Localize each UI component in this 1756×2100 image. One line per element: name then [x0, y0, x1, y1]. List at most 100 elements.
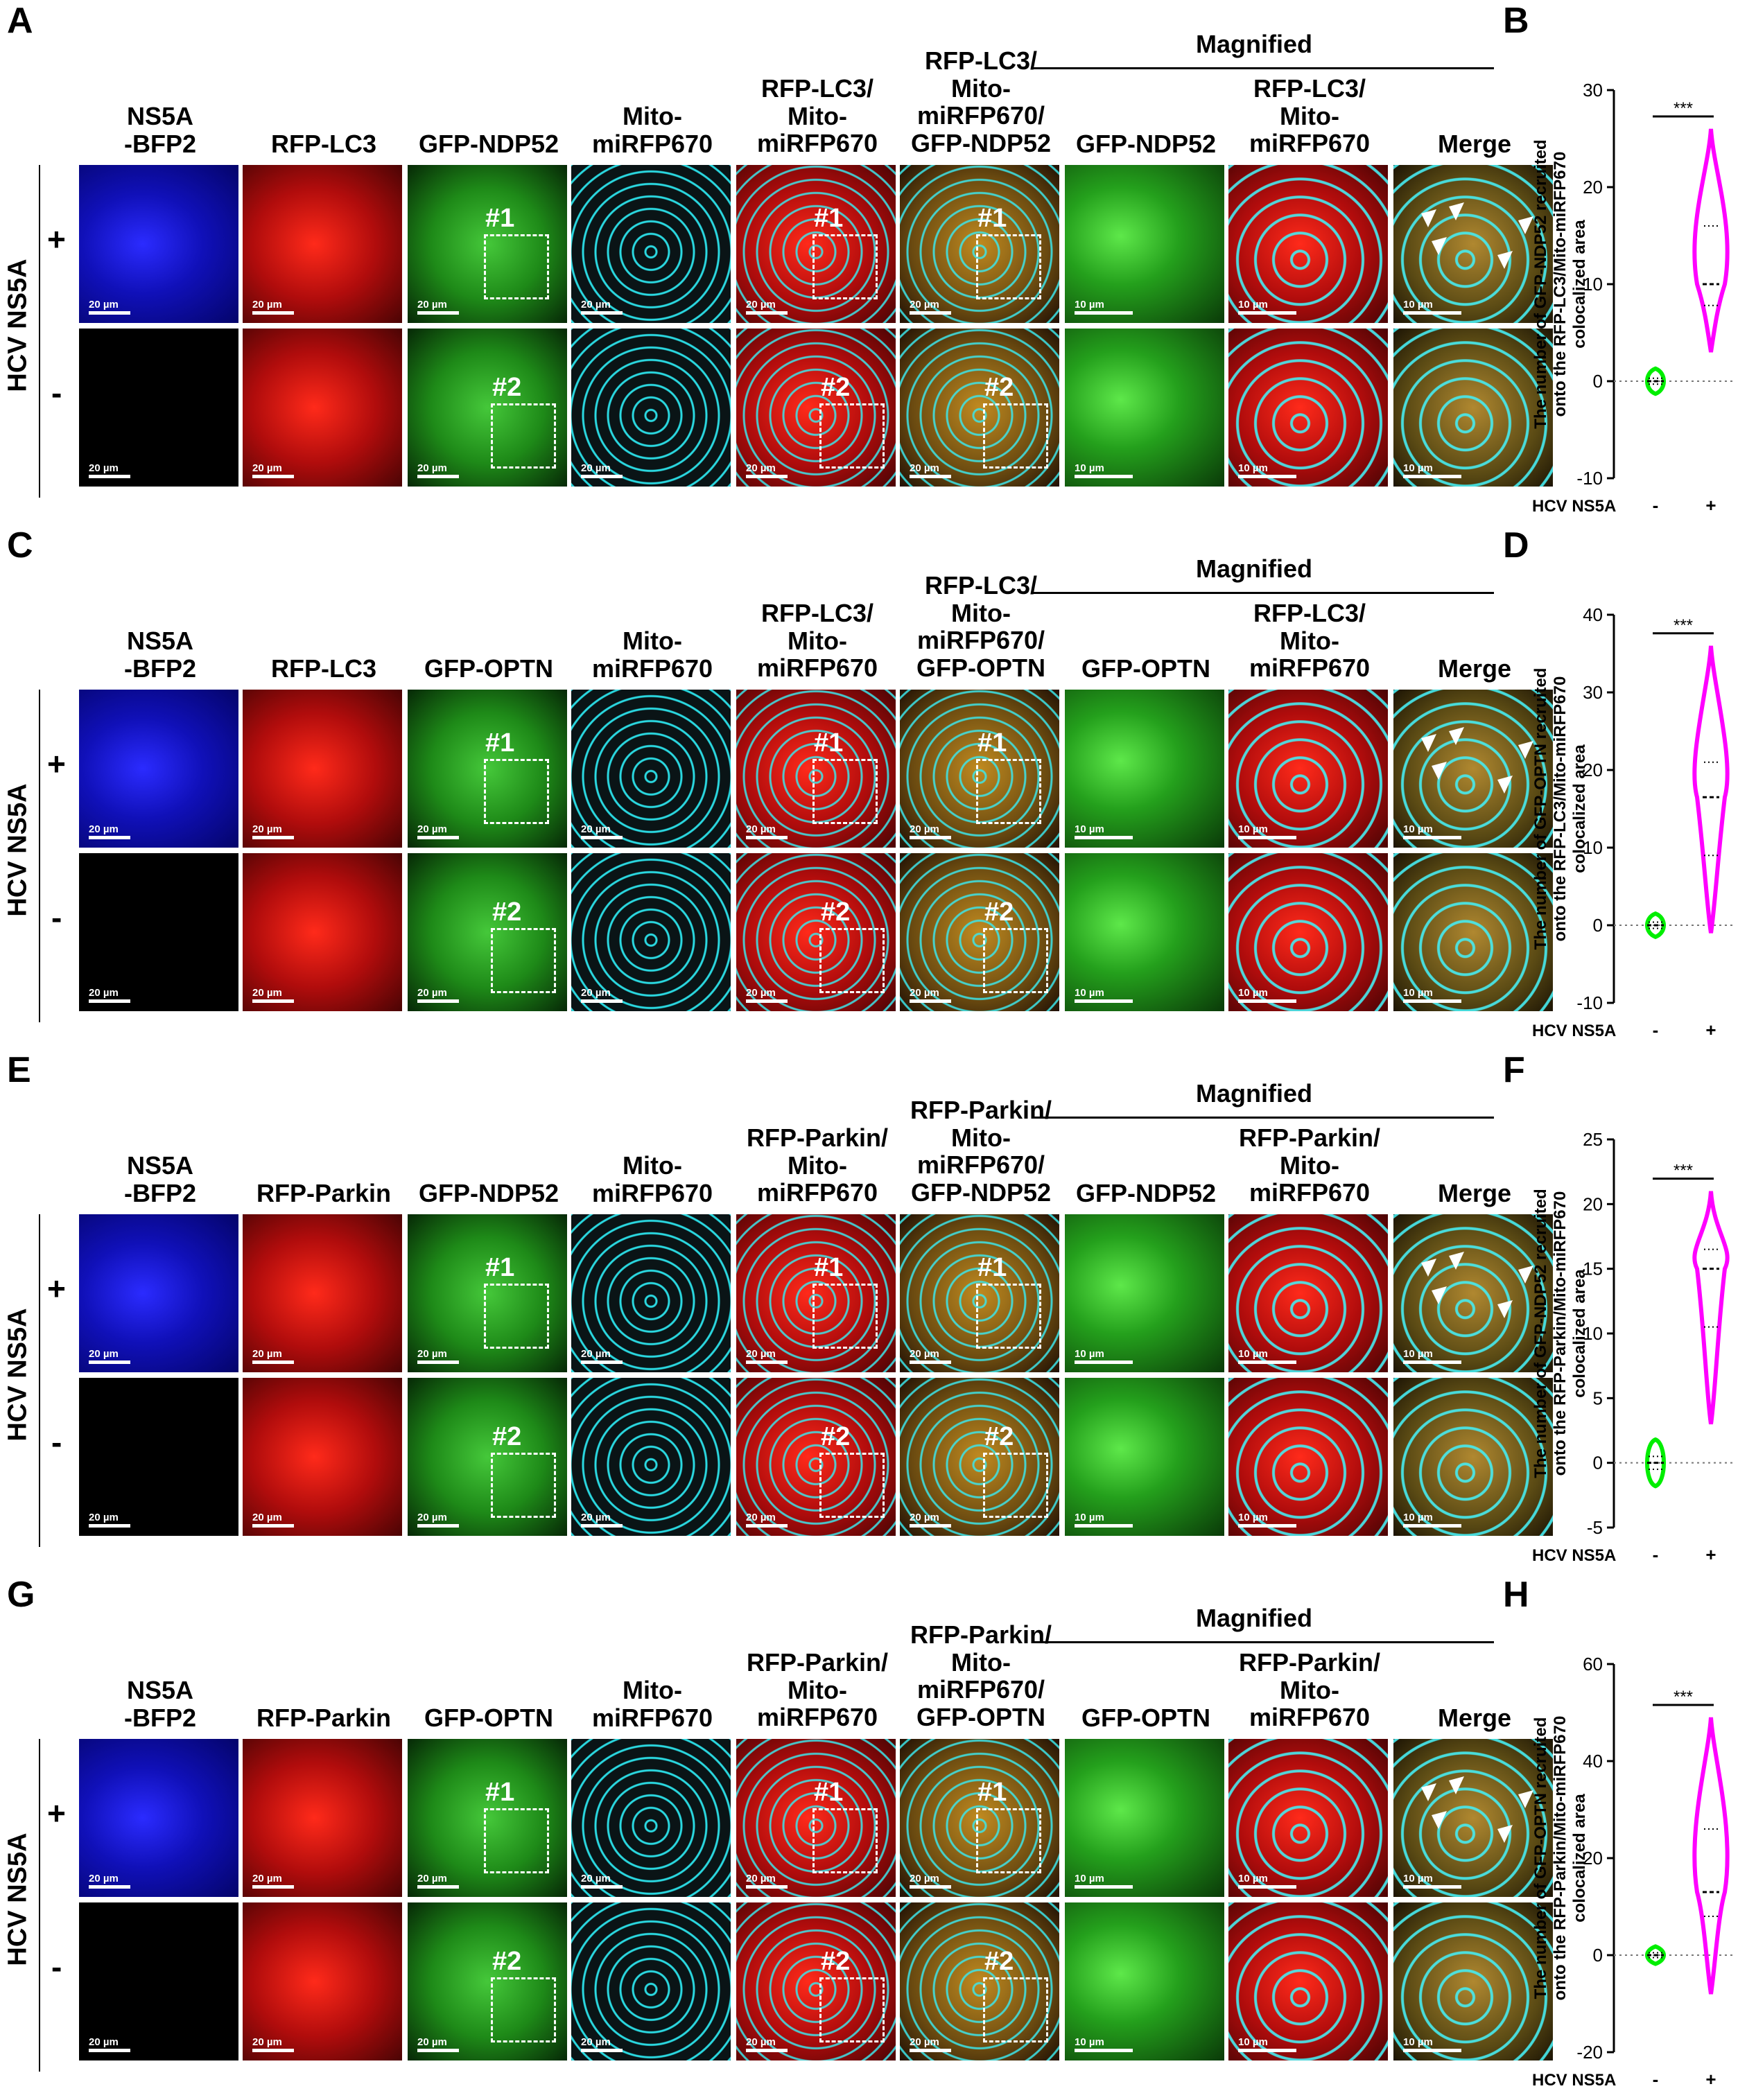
roi-box	[983, 1977, 1048, 2042]
micrograph-tile: 20 µm	[243, 1902, 402, 2060]
micrograph-tile: 10 µm	[1393, 1739, 1553, 1897]
scale-bar	[581, 475, 623, 478]
scale-bar-label: 10 µm	[1238, 299, 1268, 310]
micrograph-tile: 20 µm	[79, 853, 238, 1011]
arrowhead-icon	[1432, 762, 1447, 780]
y-tick-label: 0	[1593, 1453, 1603, 1473]
roi-box	[491, 1977, 556, 2042]
scale-bar	[1238, 2049, 1296, 2052]
figure-panel-a: A B Magnified NS5A -BFP2 RFP-LC3 GFP-NDP52 Mito…	[0, 0, 1756, 525]
column-label: RFP-LC3	[271, 654, 376, 683]
row-divider	[39, 690, 40, 1022]
y-axis-title-line: onto the RFP-LC3/Mito-miRFP670	[1551, 152, 1570, 417]
scale-bar	[581, 2049, 623, 2052]
scale-bar	[1238, 836, 1296, 839]
scale-bar-label: 10 µm	[1238, 462, 1268, 474]
x-axis-title: HCV NS5A	[1532, 1546, 1616, 1565]
micrograph-tile: 10 µm	[1065, 853, 1224, 1011]
scale-bar	[89, 1360, 130, 1364]
x-tick-label: -	[1653, 2069, 1659, 2090]
scale-bar-label: 20 µm	[581, 1873, 611, 1884]
micrograph-tile: 10 µm	[1228, 1739, 1388, 1897]
arrowhead-icon	[1432, 1286, 1447, 1304]
scale-bar-label: 20 µm	[417, 823, 447, 835]
scale-bar	[89, 1524, 130, 1528]
scale-bar-label: 20 µm	[910, 299, 939, 310]
y-tick-label: 30	[1583, 682, 1603, 703]
roi-box	[976, 234, 1041, 299]
arrowhead-icon	[1449, 727, 1464, 745]
scale-bar	[746, 475, 788, 478]
column-label: GFP-OPTN	[1081, 654, 1210, 683]
y-tick-label: 15	[1583, 1259, 1603, 1279]
micrograph-tile: 10 µm	[1065, 690, 1224, 848]
roi-box	[983, 928, 1048, 993]
micrograph-tile: 20 µm	[243, 1739, 402, 1897]
scale-bar	[910, 836, 951, 839]
micrograph-tile: 20 µm #1	[900, 1739, 1059, 1897]
scale-bar-label: 10 µm	[1075, 2036, 1104, 2048]
column-label: RFP-Parkin/Mito-miRFP670/GFP-NDP52	[910, 1096, 1052, 1207]
micrograph-tile: 20 µm	[79, 1214, 238, 1372]
micrograph-tile: 20 µm #1	[736, 165, 896, 323]
panel-letter: B	[1503, 1, 1529, 41]
scale-bar	[417, 311, 459, 315]
scale-bar	[1075, 836, 1133, 839]
y-axis-title-line: onto the RFP-LC3/Mito-miRFP670	[1551, 676, 1570, 942]
scale-bar	[746, 311, 788, 315]
scale-bar	[910, 1524, 951, 1528]
scale-bar	[581, 1524, 623, 1528]
panel-letter: A	[7, 1, 33, 41]
column-label: Merge	[1437, 1704, 1512, 1732]
violin-chart: The number of GFP-NDP52 recruitedonto th…	[1532, 1129, 1733, 1565]
arrowhead-icon	[1421, 1783, 1436, 1801]
row-label-minus: -	[51, 1424, 62, 1460]
y-tick-label: 25	[1583, 1129, 1603, 1150]
scale-bar-label: 10 µm	[1403, 462, 1433, 474]
micrograph-tile: 20 µm	[571, 690, 731, 848]
roi-box	[819, 1977, 885, 2042]
violin-shape	[1645, 366, 1666, 396]
scale-bar-label: 20 µm	[89, 1348, 119, 1360]
panel-letter: H	[1503, 1575, 1529, 1615]
x-tick-label: -	[1653, 1544, 1659, 1565]
scale-bar	[1403, 475, 1461, 478]
column-label: RFP-Parkin/Mito-miRFP670	[746, 1123, 889, 1207]
scale-bar	[1238, 999, 1296, 1003]
significance-label: ***	[1674, 99, 1693, 118]
scale-bar-label: 20 µm	[746, 823, 776, 835]
micrograph-tile: 20 µm #2	[900, 1378, 1059, 1536]
micrograph-tile: 20 µm #2	[736, 329, 896, 487]
micrograph-tile: 10 µm	[1065, 1378, 1224, 1536]
y-axis-title-line: The number of GFP-OPTN recruited	[1532, 1717, 1550, 2000]
arrowhead-overlay	[1421, 202, 1533, 269]
micrograph-tile: 10 µm	[1228, 165, 1388, 323]
magnified-title: Magnified	[1196, 554, 1312, 583]
column-label: Merge	[1437, 130, 1512, 158]
scale-bar-label: 20 µm	[252, 299, 282, 310]
micrograph-tile: 20 µm	[79, 1378, 238, 1536]
scale-bar-label: 20 µm	[746, 987, 776, 999]
arrowhead-icon	[1449, 202, 1464, 220]
roi-label: #2	[821, 1947, 851, 1976]
x-axis-title: HCV NS5A	[1532, 497, 1616, 516]
micrograph-tile: 10 µm	[1393, 1214, 1553, 1372]
scale-bar	[252, 311, 294, 315]
y-tick-label: 0	[1593, 915, 1603, 936]
scale-bar-label: 10 µm	[1403, 987, 1433, 999]
roi-box	[812, 759, 878, 824]
scale-bar-label: 10 µm	[1238, 1348, 1268, 1360]
roi-label: #1	[485, 1253, 515, 1282]
scale-bar	[1403, 999, 1461, 1003]
scale-bar-label: 10 µm	[1075, 823, 1104, 835]
x-tick-label: +	[1705, 1544, 1716, 1565]
row-label-plus: +	[47, 1270, 66, 1306]
y-tick-label: 0	[1593, 371, 1603, 392]
scale-bar	[252, 999, 294, 1003]
scale-bar	[581, 1885, 623, 1889]
scale-bar-label: 20 µm	[89, 987, 119, 999]
micrograph-tile: 10 µm	[1065, 329, 1224, 487]
scale-bar	[417, 1524, 459, 1528]
micrograph-tile: 20 µm #1	[408, 165, 567, 323]
roi-label: #1	[977, 1778, 1007, 1807]
